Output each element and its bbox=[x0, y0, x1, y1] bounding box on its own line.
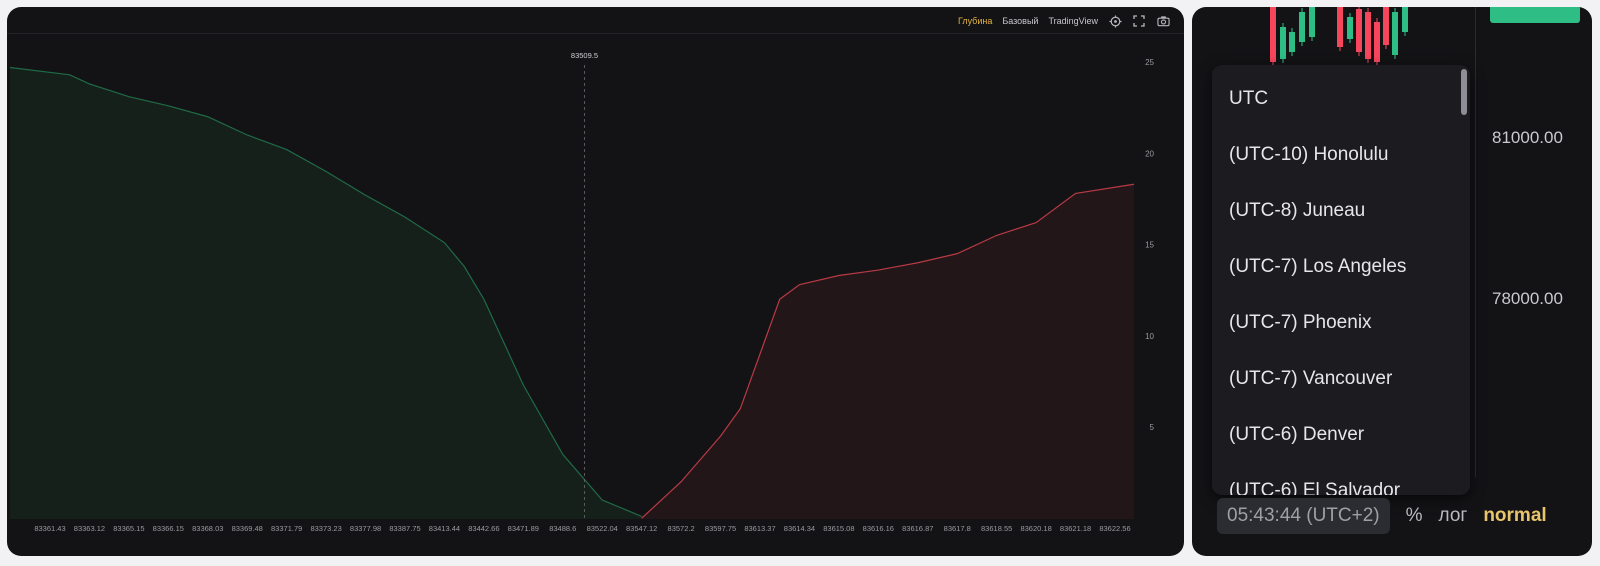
bid-area bbox=[10, 67, 642, 519]
candle-body bbox=[1347, 17, 1353, 39]
x-axis-tick: 83369.48 bbox=[232, 524, 263, 533]
x-axis-tick: 83413.44 bbox=[429, 524, 460, 533]
candle-body bbox=[1356, 9, 1362, 52]
candle-body bbox=[1270, 7, 1276, 62]
y-axis-tick: 10 bbox=[1145, 332, 1154, 341]
x-axis-tick: 83442.66 bbox=[468, 524, 499, 533]
x-axis-tick: 83377.98 bbox=[350, 524, 381, 533]
normal-scale-toggle[interactable]: normal bbox=[1483, 505, 1547, 526]
timezone-option[interactable]: (UTC-7) Los Angeles bbox=[1229, 256, 1407, 277]
candle-body bbox=[1280, 27, 1286, 59]
candle-body bbox=[1289, 32, 1295, 52]
x-axis-tick: 83615.08 bbox=[823, 524, 854, 533]
x-axis-tick: 83488.6 bbox=[549, 524, 576, 533]
x-axis-tick: 83368.03 bbox=[192, 524, 223, 533]
x-axis-tick: 83371.79 bbox=[271, 524, 302, 533]
timezone-option[interactable]: UTC bbox=[1229, 88, 1269, 109]
x-axis-tick: 83613.37 bbox=[744, 524, 775, 533]
tab-basic[interactable]: Базовый bbox=[1002, 16, 1039, 26]
timezone-option[interactable]: (UTC-6) El Salvador bbox=[1229, 480, 1401, 495]
x-axis-tick: 83614.34 bbox=[784, 524, 815, 533]
mid-price-label: 83509.5 bbox=[571, 51, 598, 60]
ask-line bbox=[641, 183, 1135, 519]
chart-bottom-bar: 05:43:44 (UTC+2) % лог normal bbox=[1217, 497, 1547, 535]
x-axis-tick: 83387.75 bbox=[389, 524, 420, 533]
chart-settings-panel: 81000.00 78000.00 UTC (UTC-10) Honolulu (U… bbox=[1192, 7, 1592, 556]
candlestick-preview bbox=[1270, 7, 1408, 66]
timezone-button[interactable]: 05:43:44 (UTC+2) bbox=[1217, 498, 1390, 534]
y-axis-tick: 15 bbox=[1145, 241, 1154, 250]
x-axis-tick: 83471.89 bbox=[508, 524, 539, 533]
candle-body bbox=[1374, 22, 1380, 62]
x-axis-tick: 83597.75 bbox=[705, 524, 736, 533]
x-axis-tick: 83621.18 bbox=[1060, 524, 1091, 533]
candle-body bbox=[1309, 7, 1315, 37]
price-axis-divider bbox=[1475, 7, 1476, 477]
timezone-option[interactable]: (UTC-7) Phoenix bbox=[1229, 312, 1372, 333]
x-axis-tick: 83617.8 bbox=[944, 524, 971, 533]
candle-body bbox=[1337, 7, 1343, 47]
price-axis-label: 81000.00 bbox=[1492, 128, 1563, 147]
percent-scale-toggle[interactable]: % bbox=[1405, 505, 1423, 526]
x-axis-tick: 83373.23 bbox=[310, 524, 341, 533]
camera-icon[interactable] bbox=[1156, 14, 1170, 28]
timezone-option[interactable]: (UTC-7) Vancouver bbox=[1229, 368, 1393, 389]
y-axis-tick: 25 bbox=[1145, 58, 1154, 67]
dropdown-scrollbar[interactable] bbox=[1461, 69, 1467, 115]
tab-depth[interactable]: Глубина bbox=[957, 16, 993, 26]
candle-body bbox=[1365, 12, 1371, 59]
candle-body bbox=[1402, 7, 1408, 32]
price-axis-label: 78000.00 bbox=[1492, 289, 1563, 308]
x-axis-tick: 83547.12 bbox=[626, 524, 657, 533]
x-axis-tick: 83366.15 bbox=[153, 524, 184, 533]
timezone-option[interactable]: (UTC-10) Honolulu bbox=[1229, 144, 1389, 165]
depth-chart-panel: 83509.5 25 20 15 10 5 83361.43 83363.12 83365.15… bbox=[7, 7, 1184, 556]
candle-body bbox=[1299, 12, 1305, 42]
y-axis-tick: 20 bbox=[1145, 149, 1154, 158]
x-axis-tick: 83363.12 bbox=[74, 524, 105, 533]
candle-body bbox=[1392, 12, 1398, 55]
candle-body bbox=[1383, 7, 1389, 45]
timezone-list: UTC (UTC-10) Honolulu (UTC-8) Juneau (UTC-7… bbox=[1212, 71, 1470, 495]
x-axis-tick: 83622.56 bbox=[1099, 524, 1130, 533]
bid-line bbox=[9, 66, 642, 517]
ask-area bbox=[641, 184, 1134, 519]
x-axis-tick: 83365.15 bbox=[113, 524, 144, 533]
x-axis-tick: 83616.87 bbox=[902, 524, 933, 533]
depth-chart-canvas[interactable]: 83509.5 25 20 15 10 5 83361.43 83363.12 83365.15… bbox=[7, 7, 1184, 556]
x-axis-tick: 83522.04 bbox=[587, 524, 618, 533]
timezone-option[interactable]: (UTC-8) Juneau bbox=[1229, 200, 1366, 221]
tab-tradingview[interactable]: TradingView bbox=[1048, 16, 1098, 26]
chart-toolbar: Глубина Базовый TradingView bbox=[958, 12, 1170, 30]
log-scale-toggle[interactable]: лог bbox=[1438, 505, 1468, 526]
timezone-option[interactable]: (UTC-6) Denver bbox=[1229, 424, 1365, 445]
x-axis-tick: 83616.16 bbox=[863, 524, 894, 533]
timezone-dropdown[interactable]: UTC (UTC-10) Honolulu (UTC-8) Juneau (UTC-7… bbox=[1212, 65, 1470, 495]
x-axis-tick: 83361.43 bbox=[34, 524, 65, 533]
x-axis-tick: 83620.18 bbox=[1020, 524, 1051, 533]
fullscreen-icon[interactable] bbox=[1132, 14, 1146, 28]
y-axis-tick: 5 bbox=[1150, 423, 1155, 432]
toolbar-divider bbox=[7, 33, 1184, 34]
current-price-tag bbox=[1490, 7, 1580, 23]
x-axis-tick: 83572.2 bbox=[668, 524, 695, 533]
x-axis-tick: 83618.55 bbox=[981, 524, 1012, 533]
settings-icon[interactable] bbox=[1108, 14, 1122, 28]
